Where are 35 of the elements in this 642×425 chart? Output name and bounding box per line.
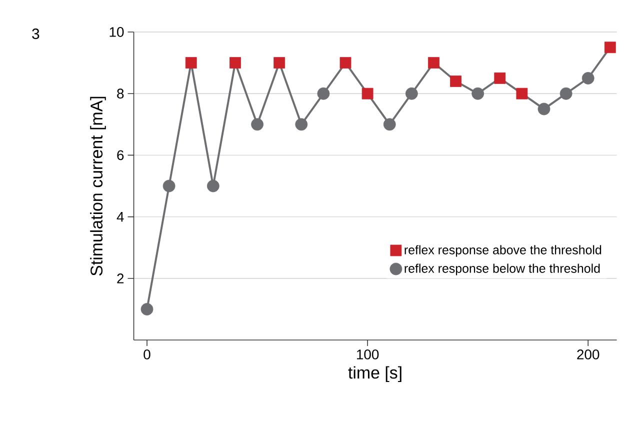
point (340, 57, 352, 68)
point (516, 88, 528, 100)
point (604, 42, 616, 54)
point (428, 57, 440, 68)
x-axis-title: time [s] (348, 366, 402, 382)
point (494, 72, 506, 84)
x-tick-label: 0 (144, 350, 150, 360)
point (582, 72, 594, 84)
point (230, 57, 241, 68)
y-tick-label: 10 (110, 27, 124, 37)
point (140, 303, 154, 316)
point (317, 87, 330, 100)
legend-label: reflex response below the threshold (404, 264, 600, 276)
point (362, 88, 374, 100)
point (405, 87, 418, 100)
y-tick-label: 2 (117, 274, 124, 284)
x-tick-label: 200 (577, 350, 600, 360)
point (206, 180, 220, 192)
y-tick-label: 8 (117, 88, 124, 99)
point (538, 102, 550, 116)
point (185, 57, 197, 68)
y-axis-title: Stimulation current [mA] (90, 96, 106, 276)
y-tick-label: 6 (117, 150, 124, 160)
point (383, 118, 396, 131)
point (295, 118, 308, 131)
point (560, 87, 572, 100)
point (251, 118, 264, 131)
legend-label: reflex response above the threshold (404, 245, 602, 257)
y-tick-label: 4 (116, 212, 124, 222)
point (274, 57, 286, 68)
point (472, 87, 484, 100)
point (162, 180, 176, 192)
x-tick-label: 100 (356, 350, 379, 360)
point (450, 76, 462, 87)
text: 3 (32, 28, 40, 40)
